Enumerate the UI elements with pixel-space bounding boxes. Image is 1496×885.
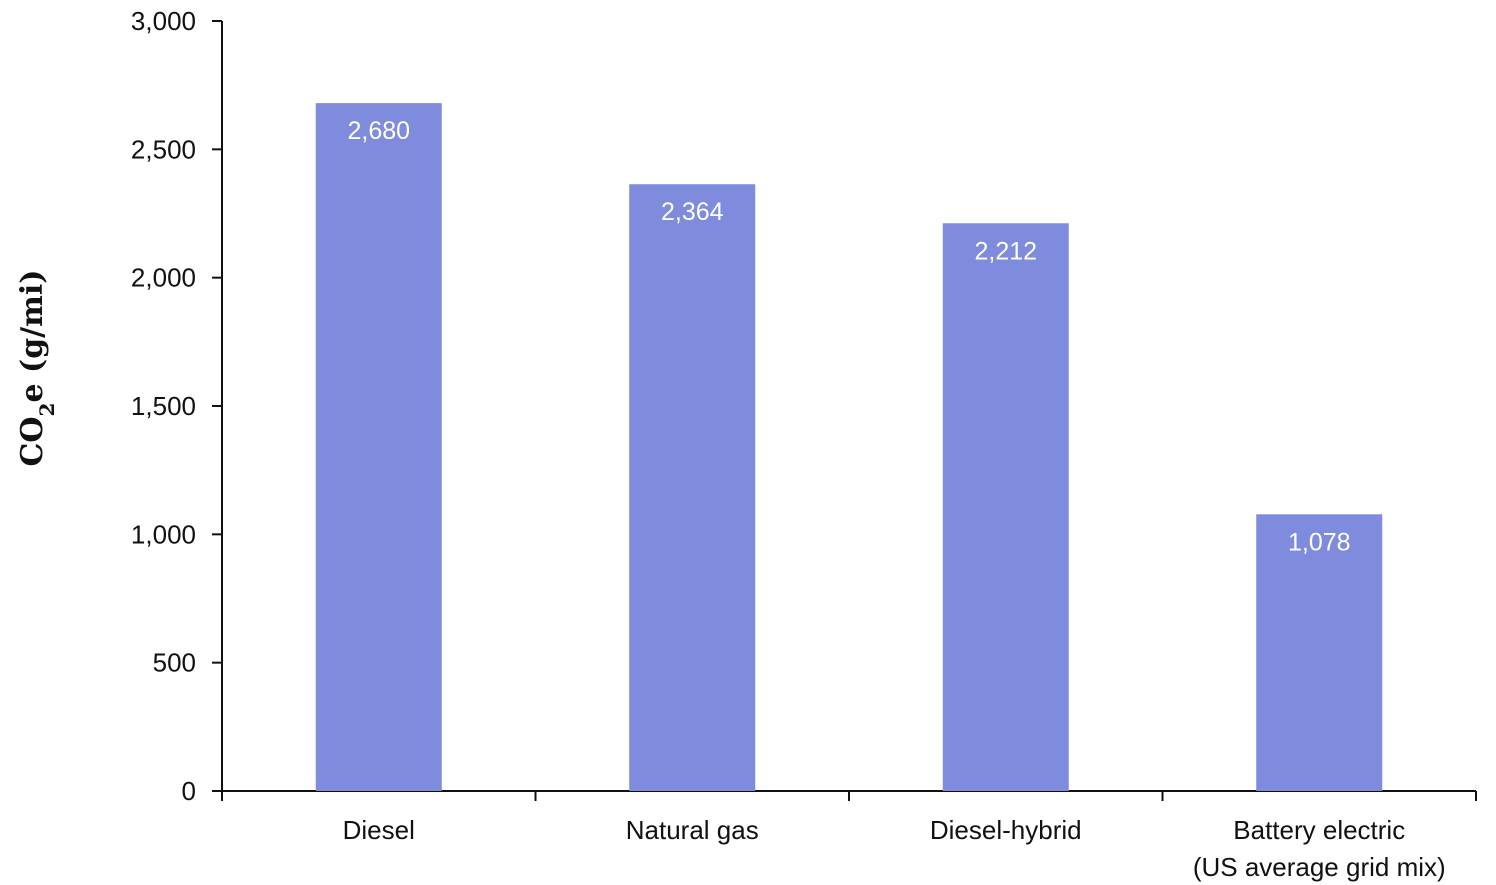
data-label: 2,212	[974, 237, 1037, 265]
y-axis-title-subscript: 2	[35, 403, 59, 417]
y-tick-label: 1,000	[131, 519, 196, 549]
y-tick-label: 0	[182, 776, 196, 806]
x-tick-label: Diesel	[343, 815, 415, 845]
y-tick-label: 500	[153, 648, 196, 678]
x-tick-label: (US average grid mix)	[1193, 852, 1446, 882]
bar	[315, 103, 442, 792]
y-axis: 0 500 1,000 1,500 2,000 2,500 3,000	[131, 6, 223, 806]
bar	[629, 184, 756, 792]
y-axis-title: CO2e (g/mi)	[15, 270, 59, 467]
data-label: 2,364	[661, 198, 724, 226]
y-axis-title-main: CO	[15, 416, 50, 466]
y-tick-label: 1,500	[131, 391, 196, 421]
bars	[315, 103, 1383, 792]
x-tick-label: Battery electric	[1233, 815, 1405, 845]
bar	[1256, 514, 1383, 791]
x-tick-label: Natural gas	[626, 815, 759, 845]
data-label: 2,680	[347, 117, 410, 145]
y-tick-label: 2,000	[131, 263, 196, 293]
y-tick-label: 3,000	[131, 6, 196, 36]
y-tick-label: 2,500	[131, 134, 196, 164]
data-label: 1,078	[1288, 528, 1351, 556]
bar	[942, 223, 1069, 792]
y-axis-title-rest: e (g/mi)	[15, 270, 50, 403]
x-tick-label: Diesel-hybrid	[930, 815, 1082, 845]
data-labels: 2,680 2,364 2,212 1,078	[347, 117, 1350, 556]
x-axis: Diesel Natural gas Diesel-hybrid Battery el…	[221, 790, 1477, 882]
